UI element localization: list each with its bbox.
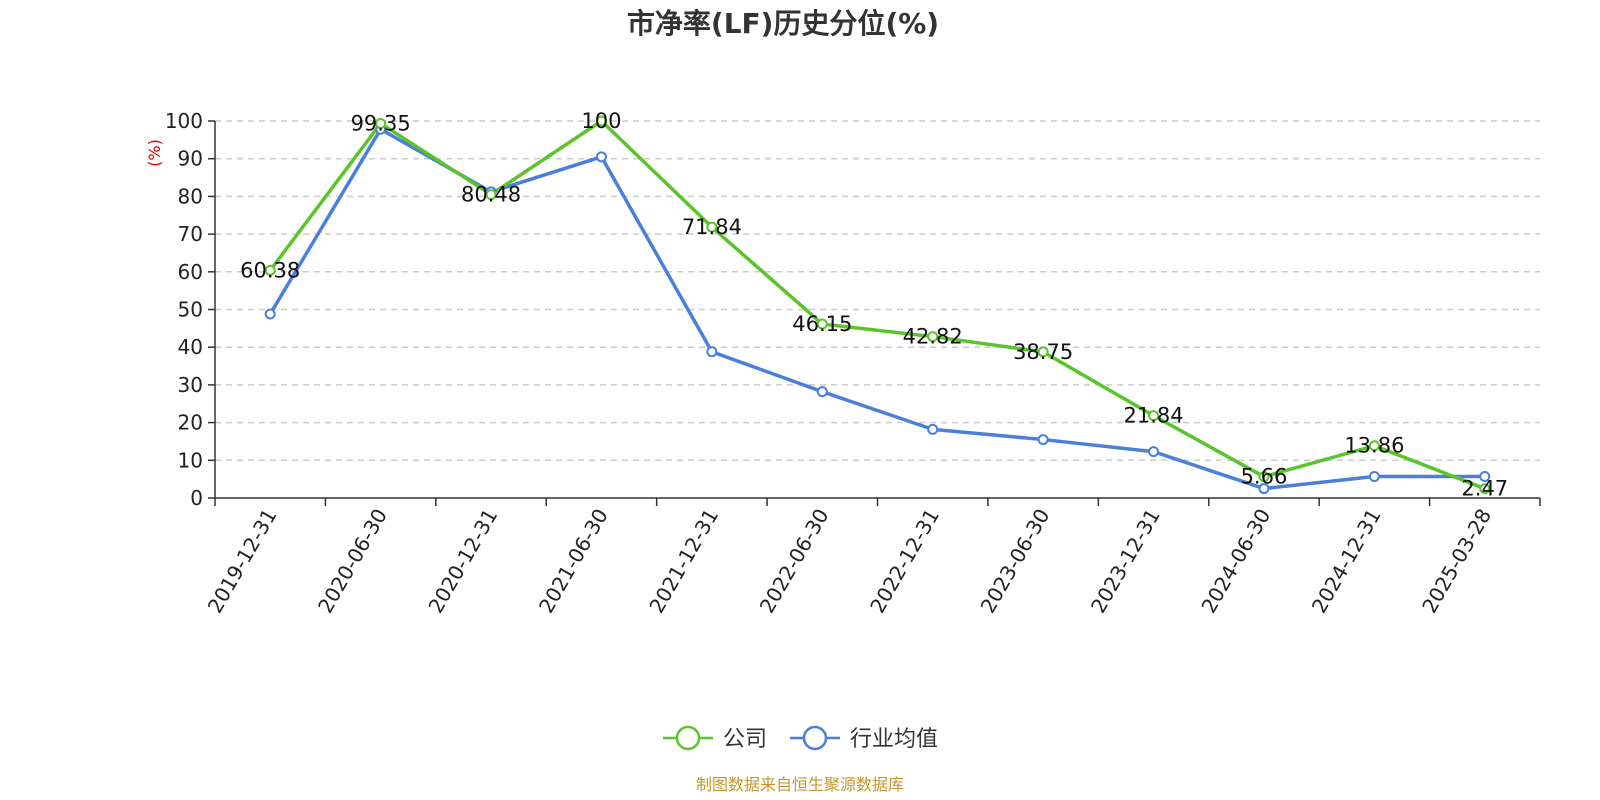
x-tick-label: 2024-12-31 bbox=[1307, 505, 1386, 618]
data-label: 5.66 bbox=[1241, 465, 1288, 489]
y-tick-label: 100 bbox=[165, 109, 203, 133]
legend-marker bbox=[675, 725, 701, 751]
legend-label: 公司 bbox=[723, 727, 767, 752]
data-point bbox=[264, 308, 276, 320]
legend-label: 行业均值 bbox=[850, 727, 938, 752]
y-tick-label: 30 bbox=[178, 373, 203, 397]
y-tick-label: 50 bbox=[178, 298, 203, 322]
y-tick-label: 80 bbox=[178, 184, 203, 208]
data-point bbox=[1037, 434, 1049, 446]
x-tick-label: 2019-12-31 bbox=[203, 505, 282, 618]
x-tick-label: 2021-12-31 bbox=[644, 505, 723, 618]
source-note: 制图数据来自恒生聚源数据库 bbox=[696, 775, 904, 794]
data-point bbox=[595, 115, 607, 127]
data-label: 2.47 bbox=[1461, 477, 1508, 501]
x-tick-label: 2020-12-31 bbox=[423, 505, 502, 618]
data-labels: 60.38 99.35 80.48 100 71.84 46.15 42.82 38.75 21… bbox=[240, 109, 1508, 501]
data-point bbox=[1258, 471, 1270, 483]
data-point bbox=[1479, 483, 1491, 495]
data-point bbox=[595, 151, 607, 163]
data-point bbox=[816, 386, 828, 398]
x-tick-label: 2024-06-30 bbox=[1196, 505, 1275, 618]
data-point bbox=[706, 346, 718, 358]
grid-lines bbox=[215, 120, 1540, 462]
data-point bbox=[927, 423, 939, 435]
legend-item[interactable]: 公司 bbox=[663, 725, 767, 752]
data-point bbox=[927, 331, 939, 343]
y-tick-label: 70 bbox=[178, 222, 203, 246]
data-point bbox=[1368, 440, 1380, 452]
data-point bbox=[264, 264, 276, 276]
x-tick-label: 2023-06-30 bbox=[976, 505, 1055, 618]
data-label: 46.15 bbox=[792, 312, 852, 336]
x-tick-label: 2025-03-28 bbox=[1417, 505, 1496, 618]
data-point bbox=[816, 318, 828, 330]
data-point bbox=[1148, 410, 1160, 422]
x-tick-label: 2021-06-30 bbox=[534, 505, 613, 618]
data-point bbox=[1148, 446, 1160, 458]
data-point bbox=[706, 221, 718, 233]
y-axis-unit-label: (%) bbox=[145, 139, 164, 167]
y-tick-label: 0 bbox=[190, 486, 203, 510]
data-point bbox=[375, 117, 387, 129]
data-label: 80.48 bbox=[461, 183, 521, 207]
y-tick-label: 90 bbox=[178, 147, 203, 171]
x-tick-label: 2020-06-30 bbox=[313, 505, 392, 618]
x-tick-label: 2022-12-31 bbox=[865, 505, 944, 618]
data-label: 21.84 bbox=[1123, 404, 1183, 428]
data-label: 38.75 bbox=[1013, 340, 1073, 364]
data-label: 13.86 bbox=[1344, 434, 1404, 458]
y-tick-label: 60 bbox=[178, 260, 203, 284]
legend-marker bbox=[802, 725, 828, 751]
data-point bbox=[1479, 471, 1491, 483]
data-point bbox=[485, 189, 497, 201]
data-label: 99.35 bbox=[351, 111, 411, 135]
data-point bbox=[1258, 483, 1270, 495]
data-label: 71.84 bbox=[682, 215, 742, 239]
axes: 0 10 20 30 40 50 60 70 80 90 100 2019-12-31 2020-06-… bbox=[165, 109, 1541, 618]
y-tick-label: 40 bbox=[178, 335, 203, 359]
series-line bbox=[268, 119, 1486, 491]
chart-title: 市净率(LF)历史分位(%) bbox=[627, 7, 939, 40]
x-tick-label: 2023-12-31 bbox=[1086, 505, 1165, 618]
legend: 公司 行业均值 bbox=[663, 725, 938, 752]
y-tick-label: 10 bbox=[178, 448, 203, 472]
x-tick-label: 2022-06-30 bbox=[755, 505, 834, 618]
data-label: 100 bbox=[581, 109, 621, 133]
series-lines bbox=[264, 115, 1491, 495]
data-point bbox=[1368, 471, 1380, 483]
data-label: 42.82 bbox=[903, 325, 963, 349]
data-point bbox=[1037, 346, 1049, 358]
y-tick-label: 20 bbox=[178, 411, 203, 435]
legend-item[interactable]: 行业均值 bbox=[790, 725, 938, 752]
data-label: 60.38 bbox=[240, 258, 300, 282]
